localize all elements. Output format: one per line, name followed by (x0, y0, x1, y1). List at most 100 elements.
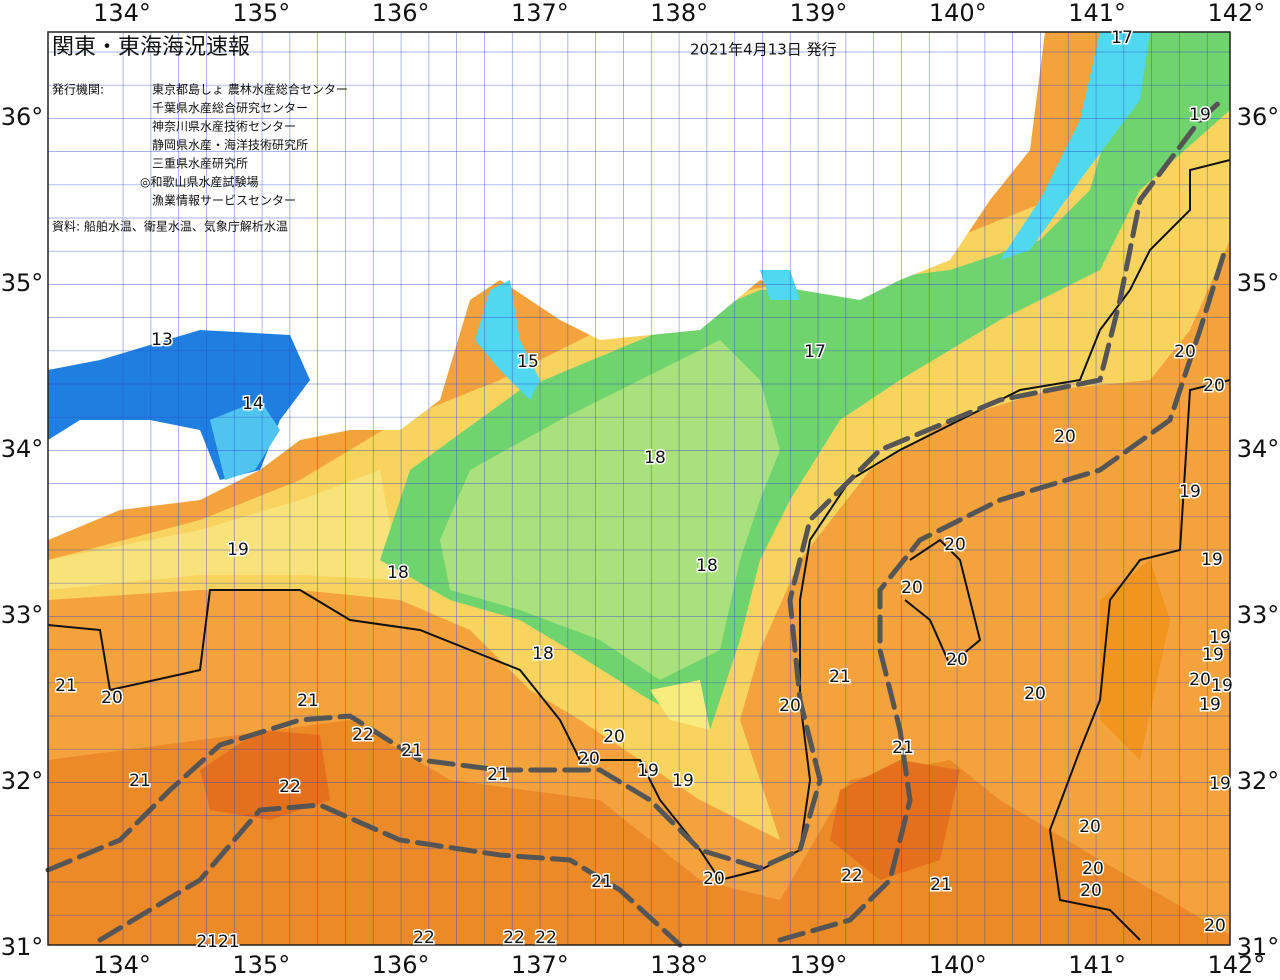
isotherm-label: 20 (944, 535, 966, 555)
isotherm-label: 20 (578, 749, 600, 769)
agency: 千葉県水産総合研究センター (152, 100, 308, 115)
isotherm-label: 17 (804, 342, 826, 362)
latitude-label: 36° (1237, 103, 1280, 131)
isotherm-label: 21 (892, 738, 914, 758)
yellow-patch (650, 680, 710, 730)
longitude-label: 142° (1207, 0, 1265, 27)
isotherm-label: 21 (930, 875, 952, 895)
isotherm (904, 538, 982, 667)
isotherm-label: 20 (1189, 670, 1211, 690)
longitude-label: 139° (790, 951, 848, 979)
isotherm-label: 15 (517, 352, 539, 372)
isotherm-label: 19 (1201, 550, 1223, 570)
isotherm-label: 20 (946, 650, 968, 670)
latitude-label: 31° (1237, 933, 1280, 961)
warmest-water (830, 760, 960, 880)
warm-core (1100, 560, 1170, 760)
cyan-water (1000, 32, 1150, 260)
longitude-label: 142° (1207, 951, 1265, 979)
longitude-label: 140° (929, 951, 987, 979)
isotherm-label: 20 (603, 727, 625, 747)
isotherm-label: 22 (503, 928, 525, 948)
isotherm-label: 20 (1174, 342, 1196, 362)
isotherm-label: 22 (279, 777, 301, 797)
isotherm-label: 20 (779, 696, 801, 716)
isotherm-label: 18 (532, 644, 554, 664)
isotherm-label: 20 (101, 688, 123, 708)
isotherm-label: 20 (901, 578, 923, 598)
currents (45, 97, 1228, 948)
isotherm-label: 19 (1202, 645, 1224, 665)
isotherm-label: 22 (841, 866, 863, 886)
longitude-label: 138° (650, 951, 708, 979)
isotherm-label: 20 (1204, 916, 1226, 936)
longitude-label: 134° (93, 951, 151, 979)
latitude-label: 35° (1237, 269, 1280, 297)
longitude-label: 136° (372, 0, 430, 27)
longitude-label: 135° (232, 951, 290, 979)
isotherm-label: 22 (352, 725, 374, 745)
latitude-label: 32° (1237, 767, 1280, 795)
latitude-label: 34° (1, 435, 44, 463)
title: 関東・東海海況速報 (52, 35, 250, 60)
map-frame (47, 31, 1231, 946)
isotherm-label: 22 (535, 928, 557, 948)
latitude-label: 32° (1, 767, 44, 795)
latitude-label: 33° (1237, 601, 1280, 629)
isotherm (1048, 379, 1231, 941)
isotherm-label: 19 (1199, 695, 1221, 715)
isotherm-label: 20 (1082, 859, 1104, 879)
isotherm-label: 18 (387, 563, 409, 583)
isotherm-label: 21 (487, 765, 509, 785)
isotherm-label: 19 (1209, 774, 1231, 794)
agency: 三重県水産研究所 (152, 156, 248, 171)
longitude-label: 138° (650, 0, 708, 27)
isotherm-label: 21 (591, 872, 613, 892)
agency: 神奈川県水産技術センター (152, 119, 296, 134)
isotherm-label: 20 (1024, 684, 1046, 704)
agency: 東京都島しょ 農林水産総合センター (152, 82, 348, 97)
longitude-label: 135° (232, 0, 290, 27)
longitude-label: 140° (929, 0, 987, 27)
isotherm-label: 14 (242, 394, 264, 414)
isotherm-label: 20 (1080, 881, 1102, 901)
isotherm-label: 22 (413, 928, 435, 948)
latitude-label: 34° (1237, 435, 1280, 463)
longitude-label: 136° (372, 951, 430, 979)
isotherm-label: 18 (644, 448, 666, 468)
isotherm-label: 21 (129, 771, 151, 791)
isotherm-label: 19 (1209, 628, 1231, 648)
isotherm-label: 21 (297, 691, 319, 711)
longitude-label: 139° (790, 0, 848, 27)
isotherm-label: 21 (55, 676, 77, 696)
agency: 静岡県水産・海洋技術研究所 (152, 137, 308, 152)
latitude-label: 36° (1, 103, 44, 131)
agency: 漁業情報サービスセンター (152, 194, 296, 208)
warmest-water (200, 730, 330, 820)
grid (48, 32, 1230, 945)
isotherm-label: 19 (1211, 676, 1233, 696)
yellow-water (48, 470, 400, 590)
isotherm-label: 19 (1189, 105, 1211, 125)
light-green-water (440, 340, 780, 680)
kuroshio-axis (45, 97, 1225, 873)
isotherm-label: 19 (637, 761, 659, 781)
isotherm-label: 19 (672, 771, 694, 791)
isotherm-label: 21 (401, 741, 423, 761)
isotherm-label: 19 (1179, 482, 1201, 502)
land (48, 32, 1045, 540)
cyan-water (475, 280, 540, 400)
agency: ◎和歌山県水産試験場 (140, 174, 258, 189)
longitude-label: 141° (1068, 951, 1126, 979)
agency-list: 東京都島しょ 農林水産総合センター千葉県水産総合研究センター神奈川県水産技術セン… (140, 82, 348, 208)
isotherm-label: 20 (703, 869, 725, 889)
issue-date: 2021年4月13日 発行 (690, 41, 837, 59)
kuroshio-edge (777, 247, 1228, 943)
longitude-label: 137° (511, 0, 569, 27)
isotherm-label: 20 (1054, 427, 1076, 447)
isotherm-label: 18 (696, 556, 718, 576)
isotherm-label: 20 (1079, 817, 1101, 837)
agencies-label: 発行機関: (52, 82, 104, 97)
cyan-water (210, 400, 280, 480)
